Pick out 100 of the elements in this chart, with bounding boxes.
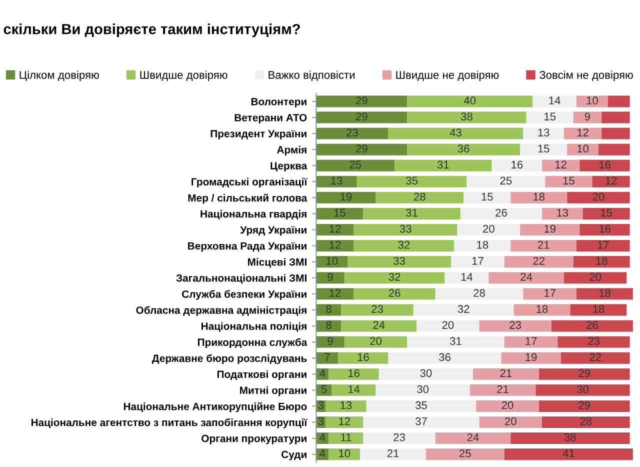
bar [328, 368, 379, 380]
data-label: 15 [563, 176, 574, 185]
bar [526, 112, 574, 124]
data-label: 11 [341, 434, 352, 442]
bar [592, 176, 630, 188]
y-tick-label: Державне бюро розслідувань [152, 354, 307, 364]
data-label: 22 [590, 353, 601, 361]
data-label: 9 [328, 272, 333, 281]
y-tick-label: Обласна державна адміністрація [136, 306, 306, 316]
bar [394, 160, 492, 172]
y-tick-label: Національне Антикорупційне Бюро [124, 402, 307, 412]
bar [479, 320, 552, 332]
data-label: 17 [472, 257, 484, 265]
bar [316, 224, 354, 236]
bar [460, 208, 542, 220]
y-tick-label: Суди [281, 450, 306, 460]
data-label: 19 [340, 192, 352, 201]
data-label: 13 [340, 401, 352, 410]
text: скільки Ви довіряєте таким інституціям? [4, 24, 300, 38]
data-label: 25 [460, 449, 471, 458]
data-label: 5 [321, 385, 327, 394]
bar [316, 288, 354, 300]
data-label: 29 [356, 96, 368, 104]
bar [416, 320, 480, 332]
data-label: 26 [496, 208, 507, 217]
data-label: 38 [460, 112, 472, 120]
data-label: 29 [578, 369, 590, 378]
y-tick-label: Національна поліція [201, 322, 306, 332]
bar [523, 128, 564, 140]
data-label: 22 [533, 256, 544, 265]
data-label: 14 [348, 385, 360, 394]
data-label: 31 [437, 160, 449, 169]
y-tick-label: Прикордонна служба [198, 338, 308, 348]
data-label: 28 [580, 417, 592, 426]
data-label: 19 [544, 224, 556, 233]
bar [464, 192, 511, 204]
bar [542, 416, 630, 428]
data-label: 12 [555, 160, 566, 168]
y-tick-label: Уряд України [240, 226, 306, 236]
bar [532, 96, 576, 108]
data-label: 38 [564, 433, 576, 442]
bar [316, 192, 376, 204]
data-label: 24 [520, 272, 532, 281]
data-label: 15 [600, 208, 612, 217]
data-label: 28 [414, 192, 426, 201]
data-label: 30 [417, 385, 429, 394]
data-label: 36 [458, 144, 470, 153]
data-label: 12 [330, 289, 341, 297]
bar [344, 336, 408, 348]
bar [316, 144, 408, 156]
data-label: 23 [588, 337, 600, 346]
data-label: 15 [538, 144, 550, 153]
data-label: 10 [339, 449, 350, 458]
y-tick-label: Національна гвардія [200, 210, 306, 220]
bar [551, 320, 633, 332]
bar [316, 160, 395, 172]
bar [326, 400, 366, 412]
bar [504, 448, 633, 460]
data-label: 20 [502, 401, 514, 410]
bar [316, 112, 408, 124]
bar [328, 448, 360, 460]
bar [348, 256, 452, 268]
y-tick-label: Місцеві ЗМІ [248, 258, 306, 268]
data-label: 18 [534, 192, 545, 201]
data-label: 3 [318, 417, 324, 426]
data-label: 17 [526, 337, 537, 345]
data-label: 29 [578, 401, 590, 410]
data-label: 8 [326, 305, 332, 313]
bar [608, 96, 630, 108]
y-tick-label: Громадські організації [192, 178, 308, 188]
y-tick-label: Церква [270, 162, 308, 172]
data-label: 9 [584, 112, 590, 120]
legend-label: Зовсім не довіряю [539, 70, 633, 82]
bar [316, 304, 342, 316]
bar [316, 352, 338, 364]
data-label: 18 [599, 289, 610, 297]
bar [356, 176, 467, 188]
data-label: 26 [388, 289, 400, 297]
data-label: 28 [474, 289, 485, 297]
bar [454, 240, 511, 252]
bar [510, 432, 630, 444]
bar [472, 368, 539, 380]
bar [407, 112, 526, 124]
bar [523, 288, 576, 300]
bar [573, 112, 602, 124]
bar [536, 384, 630, 396]
data-label: 23 [346, 128, 358, 136]
data-label: 20 [483, 224, 494, 233]
data-label: 21 [497, 385, 508, 394]
bar [407, 144, 520, 156]
data-label: 33 [394, 256, 405, 265]
bar [582, 208, 630, 220]
data-label: 17 [544, 289, 556, 297]
data-label: 24 [373, 321, 385, 329]
bar [545, 176, 592, 188]
data-label: 23 [510, 321, 522, 329]
data-label: 32 [398, 240, 410, 249]
data-label: 7 [324, 353, 330, 361]
data-label: 18 [596, 256, 608, 265]
bar [451, 256, 504, 268]
